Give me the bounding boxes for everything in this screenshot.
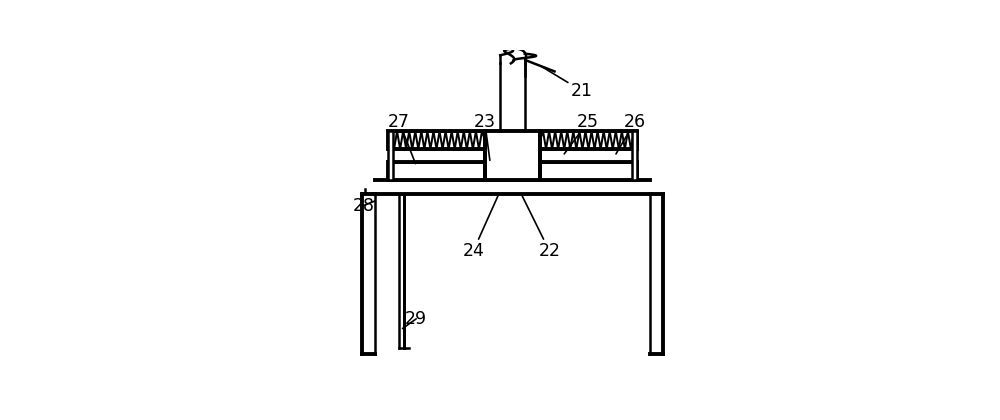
Bar bbox=[540, 131, 637, 149]
Text: 26: 26 bbox=[616, 113, 646, 154]
Bar bbox=[540, 162, 637, 180]
Text: 21: 21 bbox=[542, 66, 593, 100]
Text: 27: 27 bbox=[388, 113, 415, 163]
Bar bbox=[485, 131, 540, 180]
Bar bbox=[632, 131, 637, 180]
Text: 24: 24 bbox=[462, 196, 498, 260]
Bar bbox=[388, 162, 485, 180]
Text: 28: 28 bbox=[352, 197, 375, 215]
Bar bbox=[388, 131, 485, 149]
Text: 29: 29 bbox=[403, 310, 427, 328]
Text: 23: 23 bbox=[474, 113, 496, 160]
Text: 25: 25 bbox=[564, 113, 599, 154]
Text: 22: 22 bbox=[522, 196, 560, 260]
Bar bbox=[388, 131, 393, 180]
